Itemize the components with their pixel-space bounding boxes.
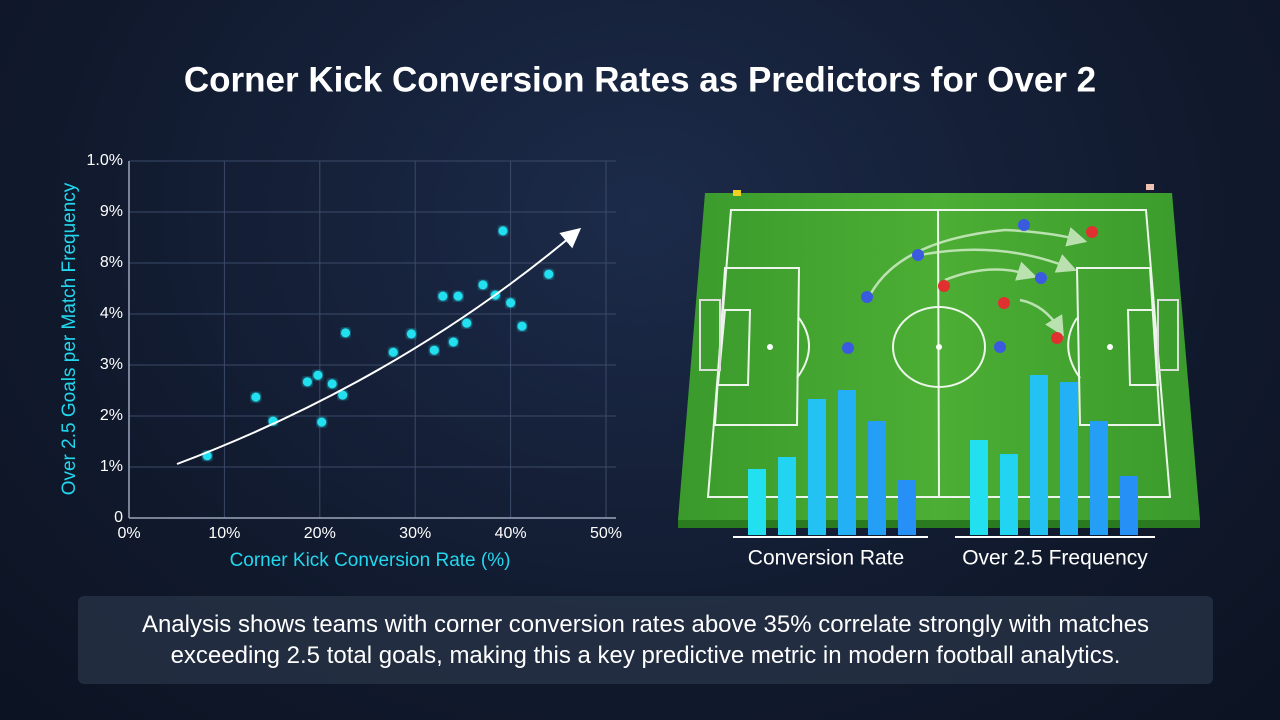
group-label: Over 2.5 Frequency <box>962 547 1148 570</box>
y-tick-label: 9% <box>100 203 123 220</box>
x-axis-label: Corner Kick Conversion Rate (%) <box>230 550 511 571</box>
point <box>448 337 458 347</box>
x-tick-label: 50% <box>590 525 622 542</box>
bar <box>898 480 916 535</box>
trend-arrow <box>176 227 582 465</box>
point <box>544 269 554 279</box>
caption-line: exceeding 2.5 total goals, making this a… <box>170 642 1121 669</box>
bar <box>838 390 856 535</box>
bar <box>808 399 826 535</box>
bar <box>1090 421 1108 535</box>
y-tick-label: 8% <box>100 254 123 271</box>
bar <box>970 440 988 535</box>
bar-chart <box>748 375 1138 535</box>
point <box>498 226 508 236</box>
point <box>429 345 439 355</box>
x-tick-label: 0% <box>117 525 140 542</box>
caption-box: Analysis shows teams with corner convers… <box>78 596 1213 684</box>
caption-line: Analysis shows teams with corner convers… <box>141 611 1150 638</box>
point <box>453 291 463 301</box>
point <box>438 291 448 301</box>
x-tick-label: 30% <box>399 525 431 542</box>
point <box>388 347 398 357</box>
point <box>327 379 337 389</box>
point <box>341 328 351 338</box>
point <box>517 321 527 331</box>
y-tick-label: 1% <box>100 458 123 475</box>
bar <box>1000 454 1018 535</box>
point <box>406 329 416 339</box>
point <box>462 318 472 328</box>
bar <box>778 457 796 535</box>
point <box>313 370 323 380</box>
bar <box>1060 382 1078 535</box>
y-tick-label: 0 <box>114 509 123 526</box>
y-tick-label: 4% <box>100 305 123 322</box>
x-tick-label: 20% <box>304 525 336 542</box>
y-tick-label: 1.0% <box>87 152 123 169</box>
title: Corner Kick Conversion Rates as Predicto… <box>184 60 1096 99</box>
point <box>478 280 488 290</box>
scatter-plot: 0% 10% 20% 30% 40% 50% 0 1% 2% 3% 4% 8% 9% 1.0% <box>87 152 622 542</box>
bar <box>1030 375 1048 535</box>
point <box>338 390 348 400</box>
point <box>251 392 261 402</box>
bar <box>868 421 886 535</box>
bar <box>1120 476 1138 535</box>
point <box>506 298 516 308</box>
group-label: Conversion Rate <box>748 547 904 570</box>
y-tick-label: 2% <box>100 407 123 424</box>
point <box>302 377 312 387</box>
players <box>842 219 1098 354</box>
y-axis-label: Over 2.5 Goals per Match Frequency <box>59 182 80 495</box>
y-tick-label: 3% <box>100 356 123 373</box>
bar <box>748 469 766 535</box>
x-tick-label: 40% <box>495 525 527 542</box>
x-tick-label: 10% <box>208 525 240 542</box>
point <box>317 417 327 427</box>
